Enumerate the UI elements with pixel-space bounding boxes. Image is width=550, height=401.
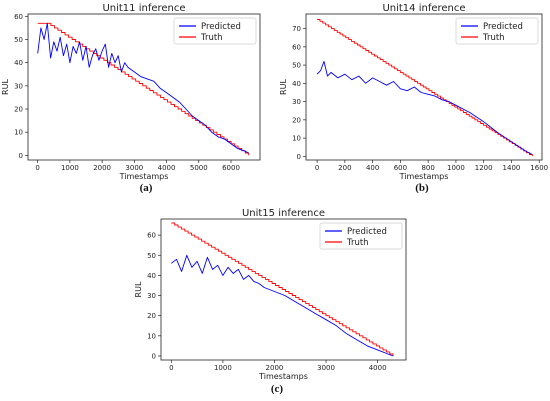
x-tick-label: 6000 [222,164,240,172]
series-line-predicted [37,22,249,154]
x-tick-label: 3000 [317,364,335,372]
series-line-truth [171,222,394,356]
chart-panel-2: 0 200 400 600 800 1000 1200 1400 1600 0 10 20 30 40 50… [279,3,548,194]
chart-panel-3: 0 1000 2000 3000 4000 0 10 20 30 40 50 60 Unit15 inf… [134,208,407,395]
legend-entry: Predicted [483,22,523,32]
y-tick-label: 60 [14,13,23,21]
y-tick-label: 40 [14,59,23,67]
y-tick-label: 10 [147,332,156,340]
y-tick-label: 40 [147,272,156,280]
y-tick-label: 30 [147,292,156,300]
chart-title: Unit15 inference [242,208,325,219]
x-tick-label: 1400 [503,164,521,172]
chart-title: Unit11 inference [102,3,185,14]
y-tick-label: 20 [292,116,301,124]
y-tick-label: 20 [147,312,156,320]
x-tick-label: 1200 [475,164,493,172]
y-tick-label: 50 [147,252,156,260]
x-tick-label: 2000 [266,364,284,372]
y-tick-label: 0 [19,152,23,160]
legend-entry: Truth [482,33,505,43]
x-tick-label: 1000 [61,164,79,172]
panel-caption: (a) [140,182,153,194]
x-tick-label: 0 [169,364,173,372]
y-tick-label: 0 [297,153,301,161]
x-axis-label: Timestamps [119,172,169,181]
series-line-predicted [316,60,533,155]
x-tick-label: 2000 [93,164,111,172]
x-tick-label: 1000 [447,164,465,172]
panel-caption: (b) [415,182,429,194]
y-tick-label: 40 [292,80,301,88]
x-tick-label: 400 [366,164,379,172]
x-tick-label: 5000 [190,164,208,172]
x-tick-label: 3000 [125,164,143,172]
y-axis-label: RUL [279,79,288,95]
y-axis-label: RUL [1,79,10,95]
series-line-predicted [171,254,394,357]
y-tick-label: 70 [292,25,301,33]
y-tick-label: 30 [14,82,23,90]
y-axis-label: RUL [134,281,143,297]
x-tick-label: 4000 [369,364,387,372]
y-tick-label: 20 [14,106,23,114]
chart-title: Unit14 inference [382,3,465,14]
y-tick-label: 30 [292,98,301,106]
x-tick-label: 1600 [530,164,548,172]
x-tick-label: 600 [394,164,407,172]
x-tick-label: 1000 [214,364,232,372]
x-tick-label: 800 [421,164,434,172]
legend-entry: Predicted [347,227,387,237]
y-tick-label: 50 [14,36,23,44]
y-tick-label: 10 [292,135,301,143]
x-tick-label: 0 [35,164,39,172]
x-tick-label: 0 [315,164,319,172]
legend-entry: Truth [346,238,369,248]
legend-entry: Predicted [201,22,241,32]
x-tick-label: 200 [338,164,351,172]
x-axis-label: Timestamps [399,172,449,181]
y-tick-label: 10 [14,129,23,137]
y-tick-label: 50 [292,62,301,70]
y-tick-label: 60 [292,43,301,51]
y-tick-label: 0 [152,352,156,360]
x-axis-label: Timestamps [258,372,308,381]
x-tick-label: 4000 [158,164,176,172]
y-tick-label: 60 [147,232,156,240]
panel-caption: (c) [271,383,284,395]
chart-panel-1: 0 1000 2000 3000 4000 5000 6000 0 10 20 30 40 50 60 Un… [1,3,261,194]
legend-entry: Truth [200,33,223,43]
